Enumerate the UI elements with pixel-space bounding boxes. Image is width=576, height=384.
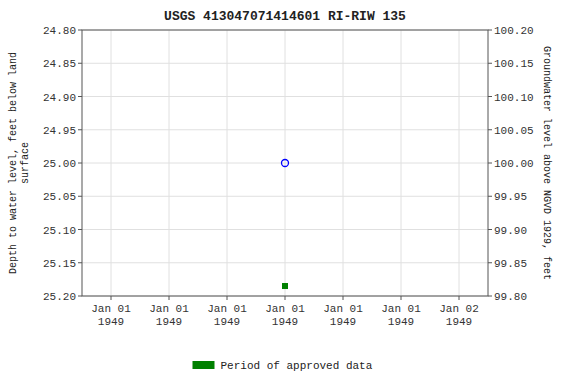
marks xyxy=(282,160,289,289)
tick-label-line: Jan 01 xyxy=(149,303,189,315)
tick-label: 25.15 xyxy=(43,258,76,270)
tick-label: 25.10 xyxy=(43,225,76,237)
y-axis: 24.80 24.85 24.90 24.95 25.00 25.05 25.10 25.15… xyxy=(43,25,82,303)
tick xyxy=(488,129,492,130)
tick xyxy=(488,262,492,263)
tick-label: 25.20 xyxy=(43,291,76,303)
tick xyxy=(343,296,344,300)
tick-label: 24.95 xyxy=(43,125,76,137)
tick xyxy=(401,296,402,300)
tick-label: Jan 011949 xyxy=(265,303,305,328)
grid-line xyxy=(459,30,460,296)
tick-label: 100.10 xyxy=(494,92,534,104)
axis-label-line: surface xyxy=(20,142,31,184)
tick xyxy=(488,96,492,97)
tick-label-line: Jan 01 xyxy=(207,303,247,315)
grid-line xyxy=(401,30,402,296)
grid-line xyxy=(227,30,228,296)
title: USGS 413047071414601 RI-RIW 135 xyxy=(164,9,406,24)
grid-line xyxy=(169,30,170,296)
axis-label-line: Depth to water level, feet below land xyxy=(8,52,19,274)
tick-label: 100.00 xyxy=(494,158,534,170)
tick-label-line: Jan 01 xyxy=(381,303,421,315)
tick xyxy=(169,296,170,300)
tick-label: Jan 011949 xyxy=(149,303,189,328)
tick xyxy=(78,163,82,164)
tick-label-line: 1949 xyxy=(214,316,240,328)
tick xyxy=(285,296,286,300)
tick-label: 25.00 xyxy=(43,158,76,170)
legend: Period of approved data xyxy=(193,360,373,372)
tick xyxy=(488,30,492,31)
tick-label: 100.20 xyxy=(494,25,534,37)
tick xyxy=(488,296,492,297)
data-point xyxy=(283,284,288,289)
tick-label-line: 1949 xyxy=(156,316,182,328)
x-axis: Jan 011949Jan 011949Jan 011949Jan 011949… xyxy=(91,296,479,328)
tick xyxy=(111,296,112,300)
tick-label: Jan 021949 xyxy=(439,303,479,328)
tick xyxy=(78,296,82,297)
tick-label: 99.95 xyxy=(494,191,527,203)
tick-label-line: 1949 xyxy=(272,316,298,328)
plot-frame xyxy=(82,30,488,296)
tick-label-line: Jan 01 xyxy=(323,303,363,315)
tick xyxy=(78,129,82,130)
tick xyxy=(459,296,460,300)
tick-label: 99.80 xyxy=(494,291,527,303)
tick xyxy=(488,196,492,197)
grid-line xyxy=(343,30,344,296)
tick-label: 99.85 xyxy=(494,258,527,270)
tick xyxy=(78,229,82,230)
y-axis-label: Depth to water level, feet below landsur… xyxy=(8,52,31,274)
y2-axis-label: Groundwater level above NGVD 1929, feet xyxy=(541,46,552,280)
tick xyxy=(78,262,82,263)
tick xyxy=(78,196,82,197)
tick xyxy=(78,63,82,64)
grid xyxy=(82,30,488,296)
tick xyxy=(488,163,492,164)
tick xyxy=(227,296,228,300)
tick-label-line: Jan 02 xyxy=(439,303,479,315)
grid-line xyxy=(285,30,286,296)
tick-label: Jan 011949 xyxy=(91,303,131,328)
tick xyxy=(78,96,82,97)
background xyxy=(0,0,576,384)
tick xyxy=(488,229,492,230)
tick-label: 24.80 xyxy=(43,25,76,37)
tick-label: 100.05 xyxy=(494,125,534,137)
tick-label: 24.90 xyxy=(43,92,76,104)
tick-label-line: 1949 xyxy=(388,316,414,328)
y2-axis: 100.20 100.15 100.10 100.05 100.00 99.95 99.90… xyxy=(488,25,534,303)
tick-label-line: 1949 xyxy=(98,316,124,328)
chart: 24.80 24.85 24.90 24.95 25.00 25.05 25.10 25.15… xyxy=(0,0,576,384)
tick-label-line: Jan 01 xyxy=(265,303,305,315)
grid-line xyxy=(111,30,112,296)
tick-label-line: Jan 01 xyxy=(91,303,131,315)
tick xyxy=(488,63,492,64)
tick-label: Jan 011949 xyxy=(381,303,421,328)
legend-label: Period of approved data xyxy=(221,360,373,372)
tick-label: Jan 011949 xyxy=(207,303,247,328)
data-point xyxy=(282,160,289,167)
tick-label: 25.05 xyxy=(43,191,76,203)
tick-label: Jan 011949 xyxy=(323,303,363,328)
tick xyxy=(78,30,82,31)
legend-swatch xyxy=(193,361,215,369)
tick-label: 99.90 xyxy=(494,225,527,237)
tick-label: 100.15 xyxy=(494,58,534,70)
tick-label: 24.85 xyxy=(43,58,76,70)
tick-label-line: 1949 xyxy=(446,316,472,328)
tick-label-line: 1949 xyxy=(330,316,356,328)
